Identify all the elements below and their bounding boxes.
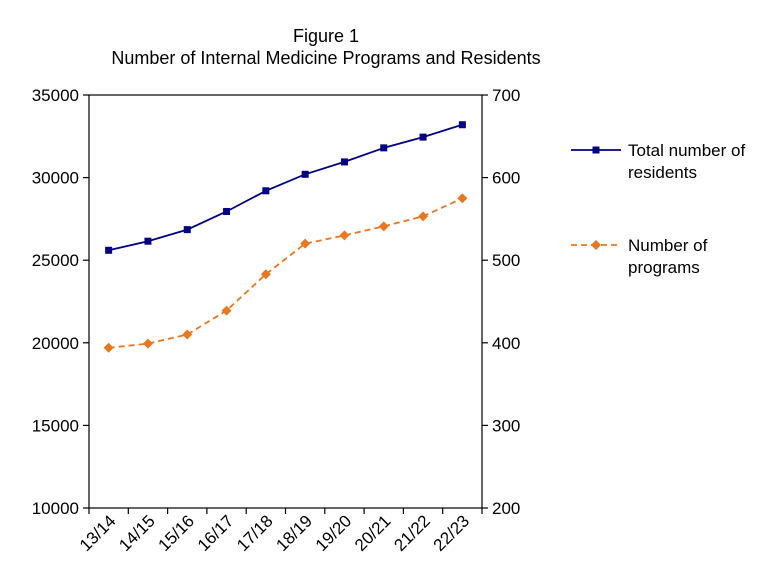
x-tick-label: 16/17 <box>194 511 238 555</box>
data-point <box>380 144 388 152</box>
x-tick-label: 13/14 <box>76 511 120 555</box>
left-tick-label: 15000 <box>32 416 79 435</box>
data-point <box>262 187 270 195</box>
data-point <box>301 170 309 178</box>
left-tick-label: 35000 <box>32 86 79 105</box>
right-tick-label: 300 <box>492 416 520 435</box>
chart-subtitle: Number of Internal Medicine Programs and… <box>111 48 540 68</box>
data-point <box>103 342 114 353</box>
x-tick-label: 15/16 <box>155 511 199 555</box>
series-line-1 <box>108 123 463 252</box>
x-axis: 13/1414/1515/1616/1717/1818/1919/2020/21… <box>76 508 483 555</box>
legend-marker <box>591 240 601 250</box>
data-point <box>260 269 271 280</box>
data-point <box>457 193 468 204</box>
left-tick-label: 25000 <box>32 251 79 270</box>
left-tick-label: 20000 <box>32 334 79 353</box>
x-tick-label: 14/15 <box>115 511 159 555</box>
legend: Total number of residents Number of program… <box>571 141 745 277</box>
left-tick-label: 30000 <box>32 169 79 188</box>
left-y-axis: 10000 15000 20000 25000 30000 35000 <box>32 86 89 518</box>
data-point <box>340 158 348 166</box>
data-point <box>223 207 231 215</box>
right-tick-label: 500 <box>492 251 520 270</box>
series-layer <box>103 121 468 353</box>
data-point <box>144 237 152 245</box>
left-tick-label: 10000 <box>32 499 79 518</box>
x-tick-label: 18/19 <box>272 511 316 555</box>
series-line-2 <box>108 197 463 349</box>
right-y-axis: 200 300 400 500 600 700 <box>482 86 520 518</box>
data-point <box>221 305 232 316</box>
x-tick-label: 19/20 <box>312 511 356 555</box>
data-point <box>378 221 389 232</box>
legend-label: residents <box>628 163 697 182</box>
data-point <box>418 211 429 222</box>
x-tick-label: 22/23 <box>430 511 474 555</box>
chart-title: Figure 1 <box>293 26 359 46</box>
data-point <box>458 121 466 129</box>
legend-label: Number of <box>628 236 708 255</box>
data-point <box>142 338 153 349</box>
data-point <box>182 329 193 340</box>
plot-area <box>88 94 483 509</box>
right-tick-label: 600 <box>492 169 520 188</box>
right-tick-label: 200 <box>492 499 520 518</box>
data-point <box>300 238 311 249</box>
x-tick-label: 20/21 <box>351 511 395 555</box>
data-point <box>183 226 191 234</box>
x-tick-label: 21/22 <box>390 511 434 555</box>
right-tick-label: 700 <box>492 86 520 105</box>
data-point <box>419 133 427 141</box>
x-tick-label: 17/18 <box>233 511 277 555</box>
data-point <box>105 246 113 254</box>
data-point <box>339 230 350 241</box>
legend-label: Total number of <box>628 141 745 160</box>
legend-label: programs <box>628 258 700 277</box>
right-tick-label: 400 <box>492 334 520 353</box>
legend-marker <box>592 146 600 154</box>
